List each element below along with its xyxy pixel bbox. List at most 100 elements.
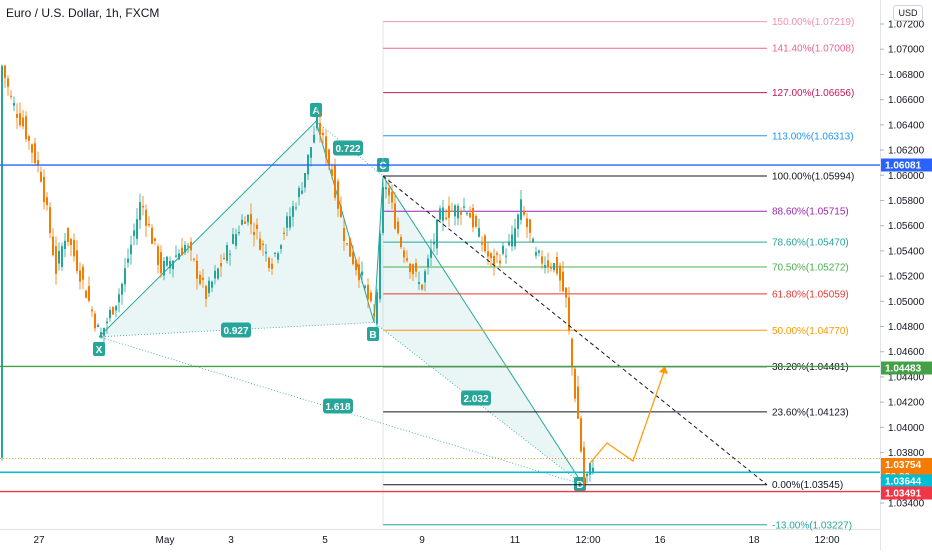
candle-body [226,245,228,261]
y-tick-label: 1.04600 [888,347,925,358]
candle-body [355,259,357,270]
fib-level-label: 50.00%(1.04770) [772,326,849,337]
y-tick-label: 1.05400 [888,246,925,257]
candle-body [337,181,339,209]
x-tick-label: 27 [33,535,45,546]
candle-body [376,292,378,324]
candle-body [211,281,213,288]
pattern-leg [98,120,317,338]
candle-body [403,250,405,258]
y-tick-label: 1.06000 [888,171,925,182]
candle-body [385,187,387,190]
candle-body [163,260,165,276]
x-tick-label: 3 [228,535,234,546]
candle-body [103,327,105,336]
candle-body [100,332,102,338]
candle-body [424,271,426,283]
pattern-ratio-label: 0.722 [335,144,360,155]
candle-body [43,176,45,203]
price-tag-box [881,474,932,488]
candle-body [178,253,180,260]
candle-body [469,213,471,218]
candle-body [241,219,243,225]
candle-body [475,216,477,227]
pattern-leg [373,175,384,323]
candle-body [310,147,312,158]
candle-body [148,223,150,226]
fib-level-label: 78.60%(1.05470) [772,238,849,249]
candle-body [409,263,411,273]
candle-body [397,221,399,234]
candle-body [541,256,543,264]
candle-body [451,210,453,212]
fib-level-label: 38.20%(1.04481) [772,362,849,373]
x-tick-label: 12:00 [575,535,600,546]
candle-body [58,250,60,264]
candle-body [535,252,537,256]
pattern-point-label: D [576,480,583,491]
candle-body [172,260,174,270]
candle-body [169,260,171,269]
pattern-point-marker [367,327,379,341]
candle-body [352,251,354,265]
candle-body [193,258,195,260]
candle-body [454,205,456,217]
candle-body [247,215,249,223]
fib-level-label: 141.40%(1.07008) [772,44,854,55]
price-tag-label: 1.04483 [885,364,922,375]
candle-body [112,307,114,315]
pattern-ratio-badge [323,398,353,414]
candle-body [232,234,234,244]
x-tick-label: 11 [510,535,521,546]
candle-body [34,143,36,164]
y-tick-label: 1.05200 [888,272,925,283]
candle-body [580,418,582,452]
candle-body [106,321,108,324]
candle-body [76,250,78,271]
x-tick-label: 9 [419,535,425,546]
candle-body [433,241,435,245]
candle-body [115,305,117,311]
candle-body [22,117,24,127]
candle-body [529,219,531,233]
candle-body [511,234,513,247]
candle-body [175,255,177,257]
y-tick-label: 1.07000 [888,45,925,56]
candle-body [523,211,525,215]
candle-body [154,238,156,241]
fib-level-label: 70.50%(1.05272) [772,263,849,274]
candle-body [361,271,363,276]
candle-body [79,270,81,282]
candles [1,64,594,487]
candle-body [328,149,330,165]
candle-body [4,65,6,78]
candle-body [16,113,18,118]
candle-body [493,255,495,265]
candle-body [472,208,474,228]
fib-level-label: 127.00%(1.06656) [772,88,854,99]
pattern-ratio-label: 0.927 [223,326,248,337]
candle-body [214,270,216,279]
candle-body [499,260,501,264]
currency-button[interactable]: USD [893,5,923,21]
candle-body [496,253,498,255]
candle-body [235,234,237,246]
candle-body [538,250,540,253]
candle-body [220,262,222,267]
x-tick-label: 16 [654,535,666,546]
y-tick-label: 1.06400 [888,120,925,131]
pattern-diagonal [98,321,375,338]
candle-body [418,281,420,284]
candle-body [25,116,27,140]
price-tag-box [881,158,932,172]
candle-body [448,205,450,218]
candle-body [400,236,402,248]
y-tick-label: 1.05800 [888,196,925,207]
price-tag-label: 1.03491 [885,489,922,500]
candle-body [157,246,159,265]
fib-level-label: 88.60%(1.05715) [772,207,849,218]
candle-body [136,219,138,239]
